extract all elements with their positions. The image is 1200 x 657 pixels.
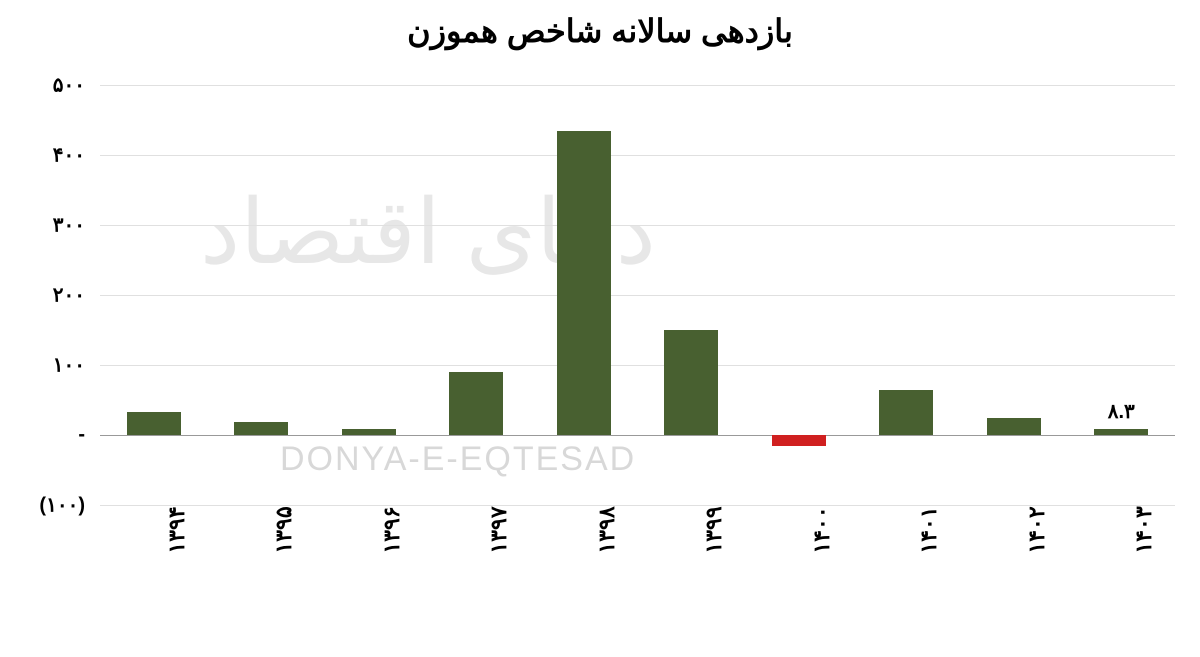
y-axis-label: ۱۰۰ (15, 353, 85, 378)
bar (234, 422, 288, 435)
plot-area (100, 85, 1175, 505)
gridline (100, 225, 1175, 226)
y-axis-label: (۱۰۰) (15, 493, 85, 518)
watermark-latin: DONYA-E-EQTESAD (280, 440, 636, 479)
chart-title: بازدهی سالانه شاخص هموزن (0, 12, 1200, 50)
x-axis-label: ۱۴۰۰ (809, 506, 835, 553)
gridline (100, 295, 1175, 296)
bar (664, 330, 718, 435)
bar (449, 372, 503, 435)
x-axis-label: ۱۳۹۹ (701, 506, 727, 553)
x-axis-label: ۱۳۹۵ (271, 506, 297, 553)
gridline (100, 155, 1175, 156)
bar (879, 390, 933, 436)
x-axis-label: ۱۳۹۷ (486, 506, 512, 553)
y-axis-label: ۳۰۰ (15, 213, 85, 238)
x-axis-label: ۱۴۰۳ (1131, 506, 1157, 553)
baseline (100, 435, 1175, 436)
x-axis-label: ۱۳۹۸ (594, 506, 620, 553)
x-axis-label: ۱۴۰۲ (1024, 506, 1050, 553)
y-axis-label: ۴۰۰ (15, 143, 85, 168)
gridline (100, 365, 1175, 366)
chart-container: بازدهی سالانه شاخص هموزن دنیای اقتصاد DO… (0, 0, 1200, 657)
x-axis-label: ۱۴۰۱ (916, 506, 942, 553)
y-axis-label: ۵۰۰ (15, 73, 85, 98)
x-axis-label: ۱۳۹۶ (379, 506, 405, 553)
y-axis-label: ۲۰۰ (15, 283, 85, 308)
y-axis-label: - (15, 424, 85, 447)
data-label: ۸.۳ (1096, 399, 1146, 424)
bar (557, 131, 611, 436)
bar (342, 429, 396, 435)
bar (987, 418, 1041, 436)
gridline (100, 85, 1175, 86)
gridline (100, 505, 1175, 506)
x-axis-label: ۱۳۹۴ (164, 506, 190, 553)
bar (127, 412, 181, 435)
bar (1094, 429, 1148, 435)
bar (772, 435, 826, 446)
